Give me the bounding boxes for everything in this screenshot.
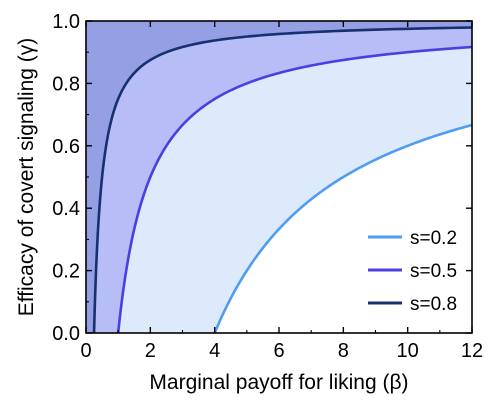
x-axis-label: Marginal payoff for liking (β)	[149, 371, 408, 394]
y-tick-label: 0.2	[52, 261, 80, 283]
x-tick-label: 2	[145, 340, 156, 362]
tick-layer: 0 2 4 6 8 10 12 0.0 0.2 0.4 0.6 0.8 1.0	[52, 11, 483, 362]
y-tick-label: 0.4	[52, 198, 80, 220]
plot-fill-layer	[86, 21, 472, 333]
x-tick-label: 4	[209, 340, 220, 362]
y-tick-label: 0.0	[52, 323, 80, 345]
x-tick-label: 8	[338, 340, 349, 362]
series-line-s=0.2	[213, 123, 472, 333]
y-axis-label: Efficacy of covert signaling (γ)	[15, 38, 38, 317]
y-tick-label: 1.0	[52, 11, 80, 33]
series-line-s=0.8	[92, 26, 472, 333]
region-s=0.8	[86, 21, 472, 333]
region-s=0.5	[86, 21, 472, 333]
plot-lines-layer	[92, 26, 472, 333]
y-tick-label: 0.8	[52, 73, 80, 95]
legend-label: s=0.5	[410, 261, 457, 282]
legend-label: s=0.2	[410, 228, 457, 249]
x-tick-label: 6	[273, 340, 284, 362]
x-tick-label: 0	[80, 340, 91, 362]
x-tick-label: 10	[397, 340, 419, 362]
y-tick-label: 0.6	[52, 136, 80, 158]
x-tick-label: 12	[461, 340, 483, 362]
legend-label: s=0.8	[410, 294, 457, 315]
series-line-s=0.5	[116, 45, 472, 333]
legend: s=0.2 s=0.5 s=0.8	[368, 228, 457, 315]
